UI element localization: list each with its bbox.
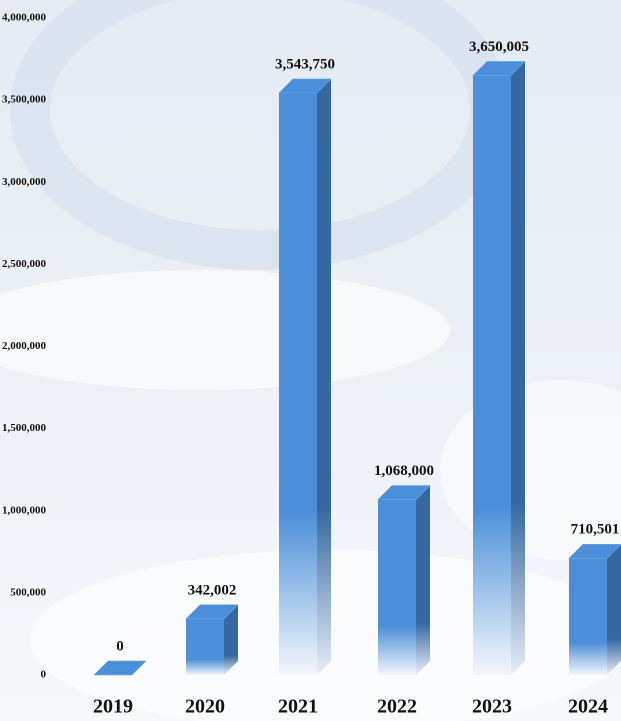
bar-side	[224, 604, 238, 675]
value-label: 1,068,000	[374, 463, 434, 479]
bar-side	[607, 544, 621, 675]
y-tick-label: 2,000,000	[2, 340, 47, 352]
bar-top	[93, 660, 147, 676]
y-tick-label: 3,500,000	[2, 94, 47, 106]
y-tick-label: 1,000,000	[2, 504, 47, 516]
y-tick-label: 3,000,000	[2, 176, 47, 188]
decoration	[0, 270, 450, 390]
x-tick-label: 2024	[568, 696, 608, 718]
y-tick-label: 1,500,000	[2, 422, 47, 434]
bar-top	[472, 61, 526, 76]
bar-top	[568, 544, 621, 559]
y-tick-label: 4,000,000	[2, 12, 47, 24]
y-tick-label: 500,000	[10, 586, 46, 598]
value-label: 342,002	[188, 582, 237, 598]
bar	[186, 618, 224, 675]
y-tick-label: 2,500,000	[2, 258, 47, 270]
bar-top	[185, 604, 239, 620]
bar-side	[511, 61, 525, 675]
value-label: 710,501	[571, 522, 620, 538]
bar-side	[317, 78, 331, 675]
y-tick-label: 0	[41, 669, 47, 681]
x-tick-label: 2023	[472, 696, 512, 718]
x-tick-label: 2022	[377, 696, 417, 718]
x-tick-label: 2020	[185, 696, 225, 718]
x-tick-label: 2021	[278, 696, 318, 718]
bar	[569, 558, 607, 675]
bar	[378, 499, 416, 675]
value-label: 0	[116, 638, 124, 654]
value-label: 3,650,005	[469, 39, 529, 55]
value-label: 3,543,750	[275, 56, 335, 72]
bar	[473, 75, 511, 675]
x-tick-label: 2019	[93, 696, 133, 718]
bar-top	[377, 485, 431, 500]
bar	[279, 92, 317, 675]
bar-side	[416, 485, 430, 675]
bar-top	[278, 78, 332, 94]
